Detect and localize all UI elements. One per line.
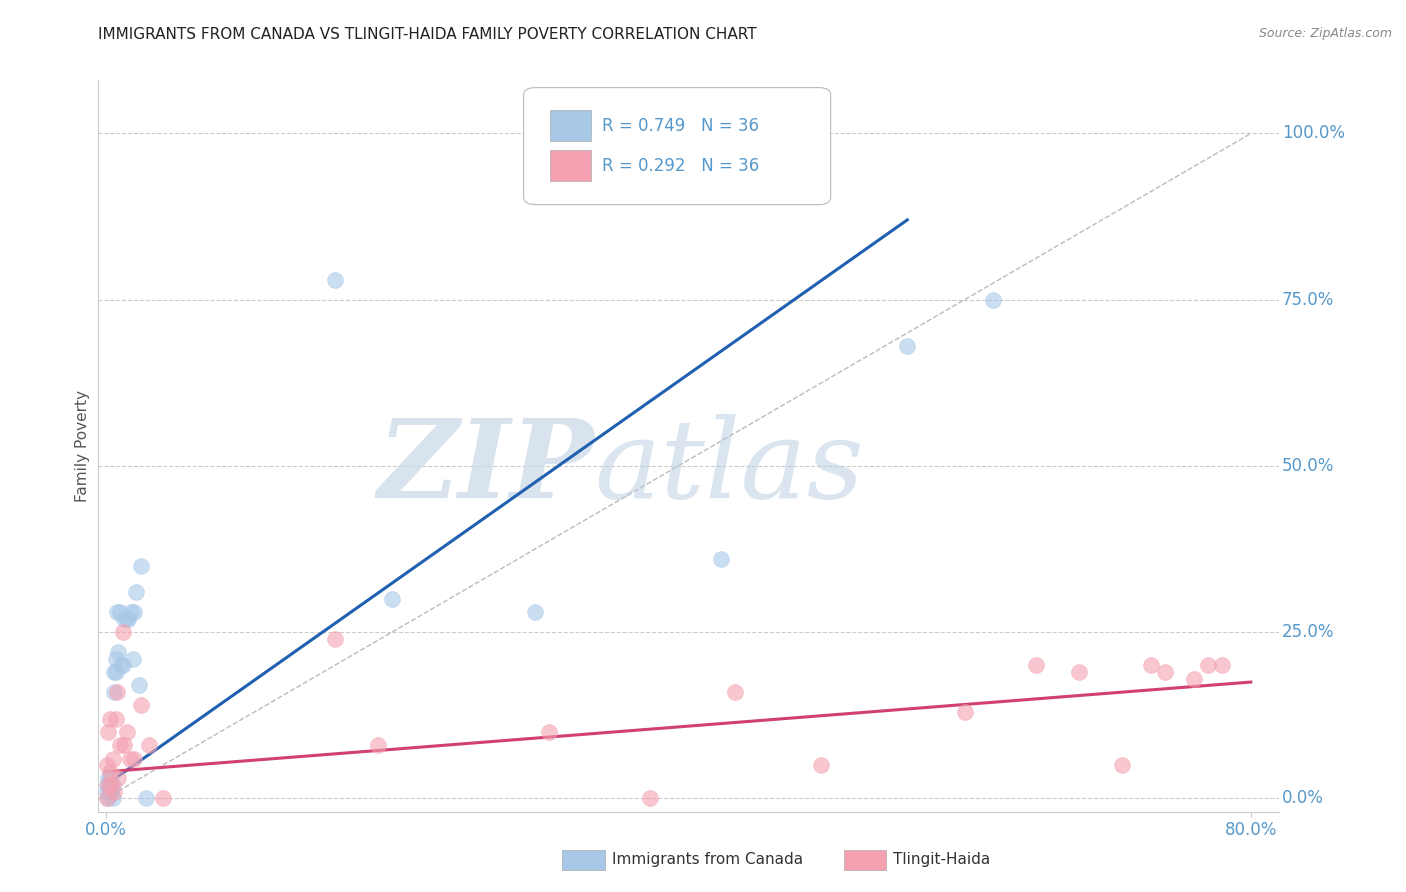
Point — [104, 665, 127, 679]
Point — [100, 785, 122, 799]
Point — [896, 339, 918, 353]
Point — [108, 605, 131, 619]
Point — [1154, 665, 1177, 679]
Text: 75.0%: 75.0% — [1282, 291, 1334, 309]
Point — [122, 605, 145, 619]
Point — [1139, 658, 1161, 673]
Point — [724, 685, 747, 699]
Point — [122, 751, 145, 765]
Point — [103, 685, 125, 699]
Point — [115, 725, 138, 739]
Point — [107, 772, 129, 786]
Point — [524, 605, 547, 619]
Point — [100, 778, 122, 792]
Point — [97, 725, 120, 739]
Text: 0.0%: 0.0% — [1282, 789, 1323, 807]
Point — [117, 612, 139, 626]
Point — [97, 791, 120, 805]
Point — [105, 685, 128, 699]
FancyBboxPatch shape — [550, 150, 591, 181]
FancyBboxPatch shape — [550, 110, 591, 141]
Text: IMMIGRANTS FROM CANADA VS TLINGIT-HAIDA FAMILY POVERTY CORRELATION CHART: IMMIGRANTS FROM CANADA VS TLINGIT-HAIDA … — [98, 27, 756, 42]
Point — [110, 658, 132, 673]
Point — [121, 652, 143, 666]
Point — [135, 791, 157, 805]
Point — [98, 772, 121, 786]
Text: 100.0%: 100.0% — [1282, 125, 1344, 143]
Point — [97, 778, 120, 792]
Point — [120, 605, 142, 619]
Point — [367, 738, 389, 752]
Point — [112, 738, 135, 752]
Point — [96, 785, 118, 799]
Point — [97, 772, 120, 786]
Point — [98, 712, 121, 726]
Y-axis label: Family Poverty: Family Poverty — [75, 390, 90, 502]
Point — [1111, 758, 1133, 772]
Point — [103, 665, 125, 679]
Point — [128, 678, 150, 692]
Point — [538, 725, 561, 739]
Text: Tlingit-Haida: Tlingit-Haida — [893, 853, 990, 867]
Point — [1025, 658, 1047, 673]
Text: R = 0.292   N = 36: R = 0.292 N = 36 — [602, 157, 759, 175]
Point — [1067, 665, 1090, 679]
Text: 25.0%: 25.0% — [1282, 624, 1334, 641]
Point — [98, 764, 121, 779]
Point — [118, 751, 141, 765]
Point — [710, 552, 733, 566]
Point — [981, 293, 1004, 307]
Point — [112, 612, 135, 626]
Point — [638, 791, 661, 805]
Point — [100, 778, 122, 792]
Point — [96, 758, 118, 772]
FancyBboxPatch shape — [523, 87, 831, 204]
Point — [323, 632, 346, 646]
Point — [104, 652, 127, 666]
Point — [111, 625, 134, 640]
Text: Source: ZipAtlas.com: Source: ZipAtlas.com — [1258, 27, 1392, 40]
Point — [101, 778, 124, 792]
Point — [124, 585, 146, 599]
Point — [101, 791, 124, 805]
Text: ZIP: ZIP — [378, 414, 595, 522]
Point — [107, 645, 129, 659]
Point — [1197, 658, 1219, 673]
Point — [104, 712, 127, 726]
Point — [98, 785, 121, 799]
Text: 50.0%: 50.0% — [1282, 457, 1334, 475]
Point — [111, 658, 134, 673]
Point — [138, 738, 160, 752]
Point — [131, 558, 153, 573]
Point — [98, 778, 121, 792]
Point — [108, 738, 131, 752]
Point — [96, 791, 118, 805]
Point — [381, 591, 404, 606]
Text: atlas: atlas — [595, 414, 865, 522]
Point — [1182, 672, 1205, 686]
Point — [953, 705, 976, 719]
Point — [131, 698, 153, 713]
Point — [101, 751, 124, 765]
Point — [115, 612, 138, 626]
Point — [152, 791, 174, 805]
Text: R = 0.749   N = 36: R = 0.749 N = 36 — [602, 117, 759, 135]
Point — [323, 273, 346, 287]
Point — [105, 605, 128, 619]
Point — [810, 758, 832, 772]
Text: Immigrants from Canada: Immigrants from Canada — [612, 853, 803, 867]
Point — [1211, 658, 1233, 673]
Point — [96, 778, 118, 792]
Point — [103, 785, 125, 799]
